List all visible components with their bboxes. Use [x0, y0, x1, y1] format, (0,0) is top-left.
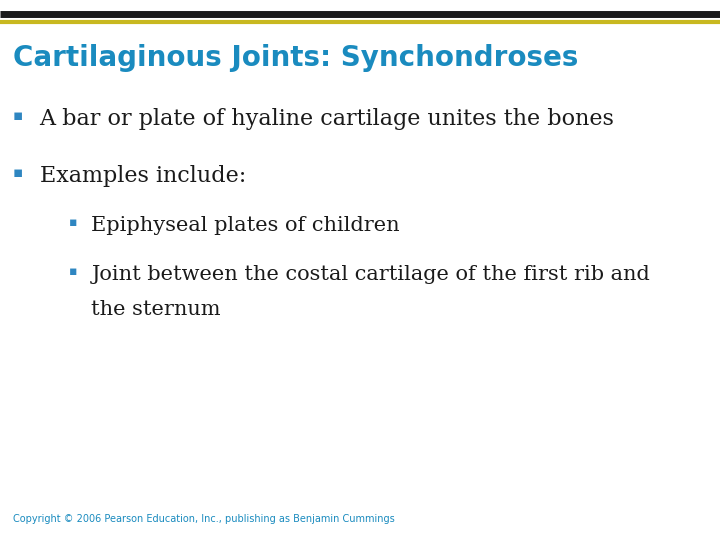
Text: Copyright © 2006 Pearson Education, Inc., publishing as Benjamin Cummings: Copyright © 2006 Pearson Education, Inc.…: [13, 514, 395, 524]
Text: ▪: ▪: [68, 216, 77, 229]
Text: the sternum: the sternum: [91, 300, 221, 319]
Text: Joint between the costal cartilage of the first rib and: Joint between the costal cartilage of th…: [91, 265, 650, 284]
Text: A bar or plate of hyaline cartilage unites the bones: A bar or plate of hyaline cartilage unit…: [40, 108, 614, 130]
Text: Examples include:: Examples include:: [40, 165, 246, 187]
Text: ▪: ▪: [13, 108, 23, 123]
Text: ▪: ▪: [68, 265, 77, 278]
Text: ▪: ▪: [13, 165, 23, 180]
Text: Cartilaginous Joints: Synchondroses: Cartilaginous Joints: Synchondroses: [13, 44, 578, 72]
Text: Epiphyseal plates of children: Epiphyseal plates of children: [91, 216, 400, 235]
